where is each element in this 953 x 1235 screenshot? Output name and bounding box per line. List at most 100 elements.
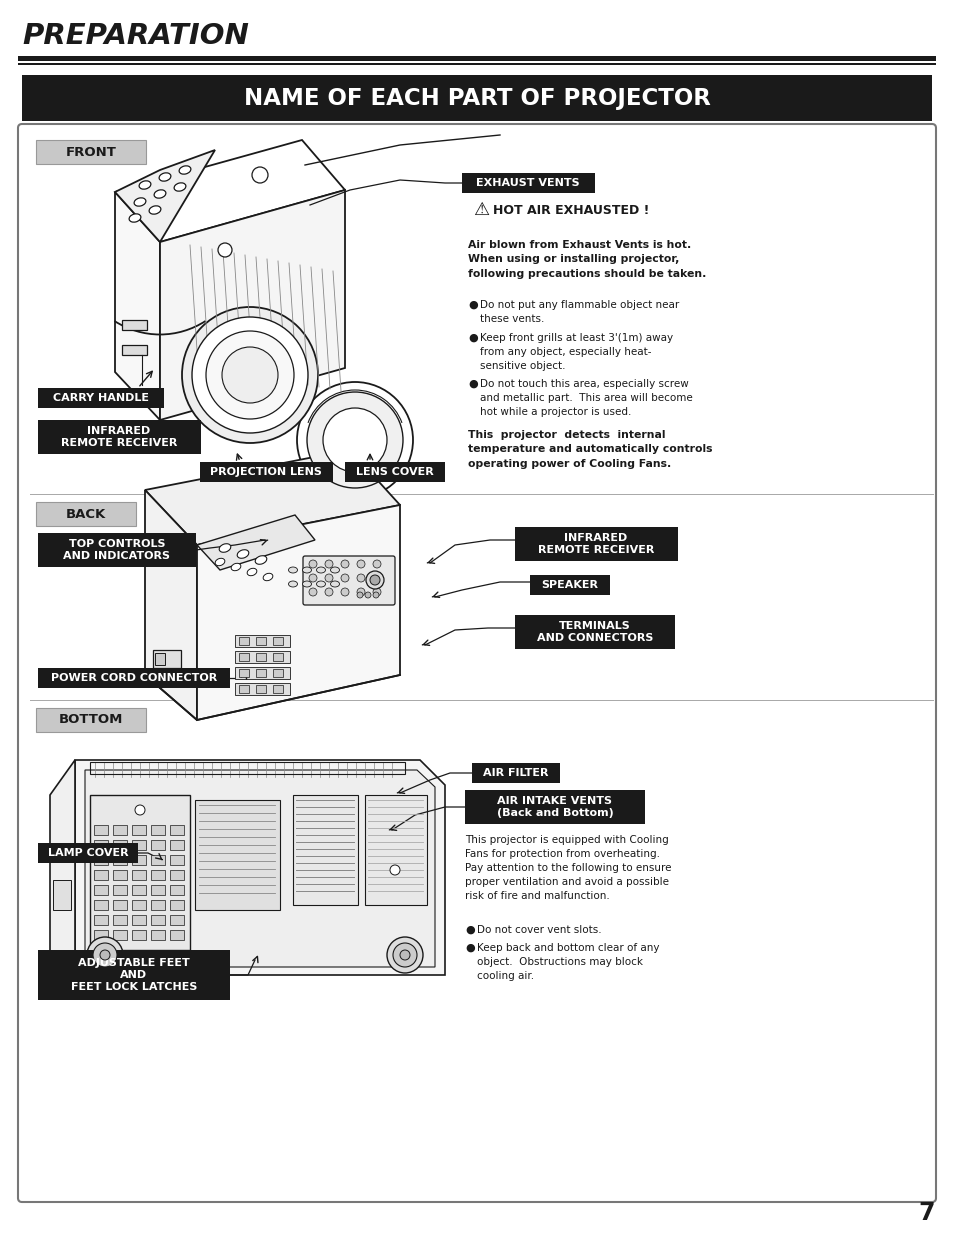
- Bar: [122, 345, 147, 354]
- Bar: [170, 885, 184, 895]
- Bar: [234, 635, 290, 647]
- Ellipse shape: [302, 567, 312, 573]
- Bar: [273, 637, 283, 645]
- Bar: [112, 885, 127, 895]
- Circle shape: [356, 588, 365, 597]
- Circle shape: [325, 574, 333, 582]
- Circle shape: [222, 347, 277, 403]
- Circle shape: [100, 950, 110, 960]
- Text: BOTTOM: BOTTOM: [59, 714, 123, 726]
- Circle shape: [390, 864, 399, 876]
- Bar: [94, 825, 108, 835]
- Polygon shape: [160, 190, 345, 420]
- Polygon shape: [75, 760, 444, 974]
- Bar: [132, 885, 146, 895]
- Bar: [170, 869, 184, 881]
- Bar: [122, 320, 147, 330]
- Bar: [200, 462, 333, 482]
- Text: ●: ●: [468, 379, 477, 389]
- Text: Keep back and bottom clear of any
object.  Obstructions may block
cooling air.: Keep back and bottom clear of any object…: [476, 944, 659, 981]
- Bar: [151, 915, 165, 925]
- Circle shape: [393, 944, 416, 967]
- Bar: [234, 683, 290, 695]
- Bar: [38, 420, 201, 454]
- Text: Do not cover vent slots.: Do not cover vent slots.: [476, 925, 601, 935]
- Bar: [38, 950, 230, 1000]
- Bar: [170, 900, 184, 910]
- Circle shape: [309, 574, 316, 582]
- Bar: [154, 653, 165, 664]
- Circle shape: [373, 592, 378, 598]
- Circle shape: [296, 382, 413, 498]
- Bar: [112, 825, 127, 835]
- Circle shape: [307, 391, 402, 488]
- Bar: [293, 795, 357, 905]
- Bar: [38, 844, 138, 863]
- Bar: [112, 869, 127, 881]
- Text: ●: ●: [468, 300, 477, 310]
- Circle shape: [340, 588, 349, 597]
- Bar: [94, 930, 108, 940]
- Ellipse shape: [288, 567, 297, 573]
- Polygon shape: [85, 769, 435, 967]
- Bar: [112, 855, 127, 864]
- Text: AIR INTAKE VENTS
(Back and Bottom): AIR INTAKE VENTS (Back and Bottom): [497, 795, 613, 819]
- Ellipse shape: [179, 165, 191, 174]
- Ellipse shape: [139, 180, 151, 189]
- Text: HOT AIR EXHAUSTED !: HOT AIR EXHAUSTED !: [493, 204, 649, 216]
- Circle shape: [373, 588, 380, 597]
- Bar: [36, 708, 146, 732]
- Bar: [151, 885, 165, 895]
- Bar: [170, 930, 184, 940]
- Text: POWER CORD CONNECTOR: POWER CORD CONNECTOR: [51, 673, 217, 683]
- Polygon shape: [145, 450, 399, 545]
- FancyBboxPatch shape: [303, 556, 395, 605]
- Bar: [239, 637, 249, 645]
- Text: SPEAKER: SPEAKER: [541, 580, 598, 590]
- Ellipse shape: [330, 580, 339, 587]
- Bar: [151, 840, 165, 850]
- Text: This projector is equipped with Cooling
Fans for protection from overheating.
Pa: This projector is equipped with Cooling …: [464, 835, 671, 902]
- Ellipse shape: [129, 214, 141, 222]
- Text: ⚠: ⚠: [473, 201, 489, 219]
- Polygon shape: [50, 760, 75, 974]
- Ellipse shape: [247, 568, 256, 576]
- Bar: [170, 840, 184, 850]
- FancyBboxPatch shape: [18, 124, 935, 1202]
- Bar: [255, 669, 266, 677]
- Circle shape: [206, 331, 294, 419]
- Bar: [112, 915, 127, 925]
- Bar: [273, 653, 283, 661]
- Bar: [112, 930, 127, 940]
- Ellipse shape: [149, 206, 161, 214]
- Text: This  projector  detects  internal
temperature and automatically controls
operat: This projector detects internal temperat…: [468, 430, 712, 469]
- Text: CARRY HANDLE: CARRY HANDLE: [53, 393, 149, 403]
- Ellipse shape: [288, 580, 297, 587]
- Bar: [515, 615, 675, 650]
- Circle shape: [365, 592, 371, 598]
- Text: INFRARED
REMOTE RECEIVER: INFRARED REMOTE RECEIVER: [537, 532, 654, 556]
- Bar: [90, 795, 190, 950]
- Bar: [36, 501, 136, 526]
- Text: Do not touch this area, especially screw
and metallic part.  This area will beco: Do not touch this area, especially screw…: [479, 379, 692, 417]
- Text: FRONT: FRONT: [66, 146, 116, 158]
- Bar: [255, 685, 266, 693]
- Bar: [132, 840, 146, 850]
- Circle shape: [309, 588, 316, 597]
- Circle shape: [192, 317, 308, 433]
- Circle shape: [356, 592, 363, 598]
- Circle shape: [218, 243, 232, 257]
- Ellipse shape: [219, 543, 231, 552]
- Ellipse shape: [316, 580, 325, 587]
- Bar: [151, 855, 165, 864]
- Ellipse shape: [134, 198, 146, 206]
- Text: PROJECTION LENS: PROJECTION LENS: [210, 467, 321, 477]
- Polygon shape: [145, 490, 196, 720]
- Bar: [234, 667, 290, 679]
- Text: ●: ●: [464, 944, 475, 953]
- Bar: [94, 915, 108, 925]
- Bar: [94, 840, 108, 850]
- Polygon shape: [196, 515, 314, 571]
- Circle shape: [325, 559, 333, 568]
- Text: 7: 7: [918, 1200, 934, 1225]
